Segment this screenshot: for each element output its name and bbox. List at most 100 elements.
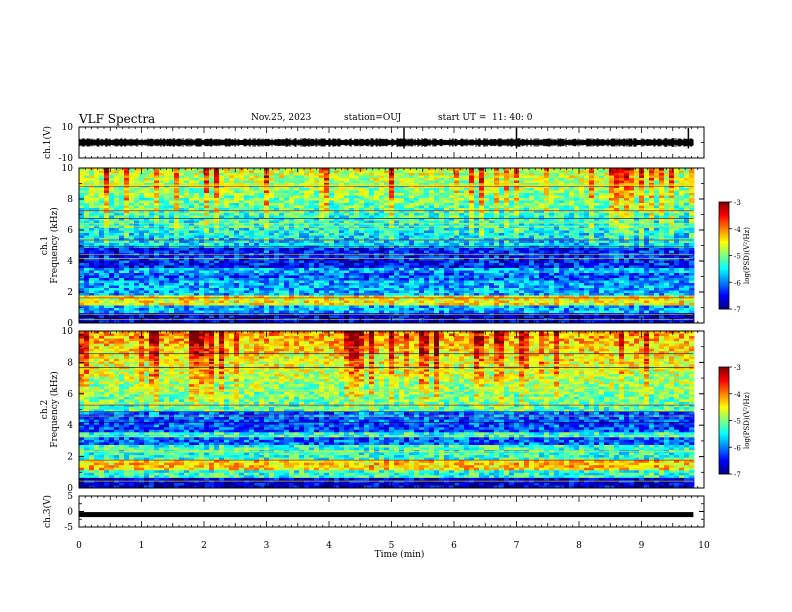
spectrogram-cell xyxy=(229,265,235,269)
spectrogram-cell xyxy=(84,230,90,234)
spectrogram-cell xyxy=(129,230,135,234)
spectrogram-cell xyxy=(389,303,395,306)
spectrogram-cell xyxy=(109,210,115,214)
spectrogram-cell xyxy=(284,270,290,274)
spectrogram-cell xyxy=(294,285,300,289)
spectrogram-cell xyxy=(319,173,325,176)
spectrogram-cell xyxy=(384,193,390,196)
spectrogram-cell xyxy=(349,195,355,199)
spectrogram-cell xyxy=(334,220,340,224)
spectrogram-cell xyxy=(309,293,315,296)
spectrogram-cell xyxy=(389,235,395,239)
spectrogram-cell xyxy=(339,288,345,291)
spectrogram-cell xyxy=(294,173,300,176)
spectrogram-cell xyxy=(109,250,115,254)
spectrogram-cell xyxy=(89,315,95,319)
spectrogram-cell xyxy=(324,275,330,279)
spectrogram-cell xyxy=(264,238,270,241)
spectrogram-cell xyxy=(419,298,425,301)
spectrogram-cell xyxy=(249,305,255,309)
spectrogram-cell xyxy=(319,248,325,251)
spectrogram-cell xyxy=(184,173,190,176)
spectrogram-cell xyxy=(129,193,135,196)
spectrogram-cell xyxy=(279,230,285,234)
spectrogram-cell xyxy=(79,283,85,286)
spectrogram-cell xyxy=(214,285,220,289)
spectrogram-cell xyxy=(409,270,415,274)
spectrogram-cell xyxy=(394,310,400,314)
spectrogram-cell xyxy=(139,250,145,254)
spectrogram-cell xyxy=(434,273,440,276)
spectrogram-cell xyxy=(394,168,400,171)
spectrogram-cell xyxy=(279,255,285,259)
spectrogram-cell xyxy=(289,288,295,291)
spectrogram-cell xyxy=(294,248,300,251)
spectrogram-cell xyxy=(149,168,155,171)
spectrogram-cell xyxy=(314,180,320,184)
spectrogram-cell xyxy=(334,263,340,266)
spectrogram-cell xyxy=(444,290,450,294)
spectrogram-cell xyxy=(219,183,225,186)
spectrogram-cell xyxy=(454,185,460,189)
spectrogram-cell xyxy=(104,210,110,214)
spectrogram-cell xyxy=(84,203,90,206)
spectrogram-cell xyxy=(204,225,210,229)
spectrogram-cell xyxy=(259,243,265,246)
spectrogram-cell xyxy=(229,198,235,201)
spectrogram-cell xyxy=(249,188,255,191)
spectrogram-cell xyxy=(134,308,140,311)
spectrogram-cell xyxy=(444,185,450,189)
spectrogram-cell xyxy=(409,180,415,184)
spectrogram-cell xyxy=(204,185,210,189)
spectrogram-cell xyxy=(304,310,310,314)
spectrogram-cell xyxy=(389,188,395,191)
spectrogram-cell xyxy=(254,173,260,176)
spectrogram-cell xyxy=(324,298,330,301)
spectrogram-cell xyxy=(94,190,100,194)
spectrogram-cell xyxy=(174,320,180,324)
spectrogram-cell xyxy=(139,305,145,309)
spectrogram-cell xyxy=(269,238,275,241)
spectrogram-cell xyxy=(379,198,385,201)
spectrogram-cell xyxy=(404,258,410,261)
spectrogram-cell xyxy=(444,258,450,261)
spectrogram-cell xyxy=(414,193,420,196)
spectrogram-cell xyxy=(229,280,235,284)
spectrogram-cell xyxy=(139,223,145,226)
spectrogram-cell xyxy=(259,233,265,236)
spectrogram-cell xyxy=(319,170,325,174)
spectrogram-cell xyxy=(324,280,330,284)
spectrogram-cell xyxy=(354,175,360,179)
spectrogram-cell xyxy=(209,210,215,214)
spectrogram-cell xyxy=(414,273,420,276)
spectrogram-cell xyxy=(164,230,170,234)
spectrogram-cell xyxy=(274,175,280,179)
spectrogram-cell xyxy=(424,168,430,171)
spectrogram-cell xyxy=(419,215,425,219)
spectrogram-cell xyxy=(159,180,165,184)
spectrogram-cell xyxy=(154,200,160,204)
spectrogram-cell xyxy=(104,193,110,196)
spectrogram-cell xyxy=(109,235,115,239)
spectrogram-cell xyxy=(439,175,445,179)
spectrogram-cell xyxy=(309,315,315,319)
spectrogram-cell xyxy=(249,193,255,196)
spectrogram-cell xyxy=(179,208,185,211)
spectrogram-cell xyxy=(334,255,340,259)
spectrogram-cell xyxy=(104,280,110,284)
spectrogram-cell xyxy=(204,168,210,171)
spectrogram-cell xyxy=(279,200,285,204)
spectrogram-cell xyxy=(224,320,230,324)
spectrogram-cell xyxy=(264,223,270,226)
spectrogram-cell xyxy=(234,265,240,269)
spectrogram-cell xyxy=(274,290,280,294)
spectrogram-cell xyxy=(124,295,130,299)
spectrogram-cell xyxy=(344,183,350,186)
spectrogram-cell xyxy=(294,268,300,271)
spectrogram-cell xyxy=(99,203,105,206)
spectrogram-cell xyxy=(79,275,85,279)
spectrogram-cell xyxy=(429,320,435,324)
spectrogram-cell xyxy=(369,168,375,171)
spectrogram-cell xyxy=(379,195,385,199)
spectrogram-cell xyxy=(254,213,260,216)
